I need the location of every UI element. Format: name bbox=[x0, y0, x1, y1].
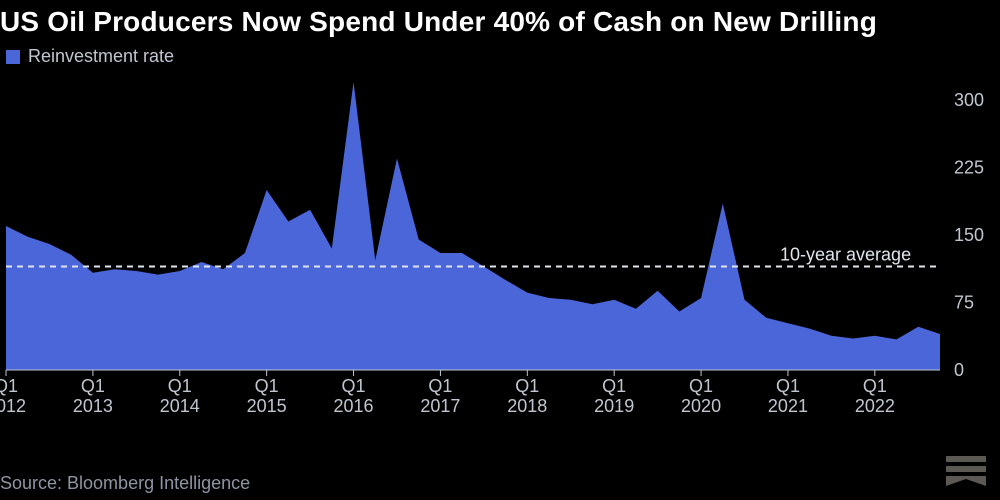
x-tick-label-top: Q1 bbox=[515, 376, 539, 396]
x-tick-label-bottom: 2022 bbox=[855, 396, 895, 416]
x-tick-label-top: Q1 bbox=[81, 376, 105, 396]
substack-icon bbox=[946, 456, 986, 486]
x-tick-label-top: Q1 bbox=[689, 376, 713, 396]
x-tick-label-bottom: 2015 bbox=[247, 396, 287, 416]
y-tick-label: 300 bbox=[954, 90, 984, 110]
x-tick-label-top: Q1 bbox=[168, 376, 192, 396]
x-tick-label-bottom: 2021 bbox=[768, 396, 808, 416]
x-tick-label-top: Q1 bbox=[342, 376, 366, 396]
chart-title: US Oil Producers Now Spend Under 40% of … bbox=[0, 6, 877, 38]
reference-line-label: 10-year average bbox=[780, 245, 911, 265]
y-tick-label: 0 bbox=[954, 360, 964, 380]
area-chart: 10-year average075150225300Q12012Q12013Q… bbox=[0, 78, 940, 418]
x-tick-label-top: Q1 bbox=[255, 376, 279, 396]
x-tick-label-bottom: 2016 bbox=[334, 396, 374, 416]
legend-swatch bbox=[6, 50, 20, 64]
x-tick-label-bottom: 2012 bbox=[0, 396, 26, 416]
x-tick-label-top: Q1 bbox=[776, 376, 800, 396]
legend: Reinvestment rate bbox=[6, 46, 174, 67]
x-tick-label-top: Q1 bbox=[0, 376, 18, 396]
y-tick-label: 150 bbox=[954, 225, 984, 245]
area-series bbox=[6, 82, 940, 370]
x-tick-label-bottom: 2014 bbox=[160, 396, 200, 416]
y-tick-label: 75 bbox=[954, 293, 974, 313]
x-tick-label-bottom: 2017 bbox=[420, 396, 460, 416]
x-tick-label-bottom: 2018 bbox=[507, 396, 547, 416]
x-tick-label-top: Q1 bbox=[602, 376, 626, 396]
source-attribution: Source: Bloomberg Intelligence bbox=[0, 473, 250, 494]
y-tick-label: 225 bbox=[954, 158, 984, 178]
legend-label: Reinvestment rate bbox=[28, 46, 174, 67]
x-tick-label-top: Q1 bbox=[428, 376, 452, 396]
x-tick-label-top: Q1 bbox=[863, 376, 887, 396]
x-tick-label-bottom: 2020 bbox=[681, 396, 721, 416]
x-tick-label-bottom: 2013 bbox=[73, 396, 113, 416]
x-tick-label-bottom: 2019 bbox=[594, 396, 634, 416]
